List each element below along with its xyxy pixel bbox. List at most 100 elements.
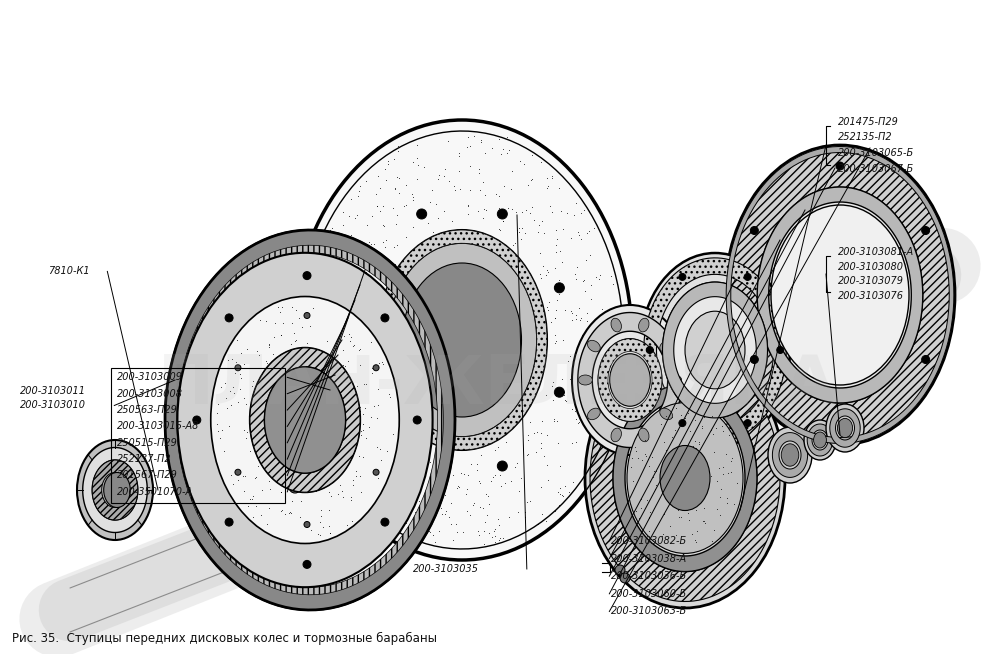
Point	[320, 243, 336, 254]
Point	[573, 313, 588, 324]
Point	[305, 303, 321, 314]
Point	[452, 184, 468, 194]
Circle shape	[745, 273, 751, 281]
Point	[477, 148, 493, 158]
Circle shape	[921, 226, 929, 235]
Point	[540, 475, 556, 486]
Point	[406, 516, 421, 526]
Point	[235, 471, 250, 481]
Point	[343, 238, 359, 249]
Point	[530, 519, 546, 530]
Point	[305, 483, 321, 494]
Point	[510, 224, 526, 235]
Point	[540, 305, 556, 315]
Point	[656, 509, 672, 519]
Circle shape	[304, 313, 310, 318]
Point	[569, 274, 584, 284]
Point	[412, 496, 427, 507]
Point	[301, 301, 317, 311]
Point	[459, 506, 475, 517]
Circle shape	[312, 474, 320, 482]
Point	[549, 225, 565, 235]
Point	[302, 320, 318, 331]
Point	[493, 149, 509, 160]
Point	[225, 382, 241, 392]
Ellipse shape	[211, 296, 400, 543]
Circle shape	[304, 521, 310, 528]
Ellipse shape	[781, 444, 799, 466]
Point	[227, 388, 243, 398]
Point	[313, 378, 329, 388]
Point	[377, 164, 393, 174]
Text: 201475-П29: 201475-П29	[838, 116, 899, 127]
Point	[519, 450, 535, 460]
Point	[306, 280, 322, 290]
Point	[355, 481, 371, 492]
Ellipse shape	[598, 339, 662, 421]
Point	[681, 515, 697, 525]
Point	[324, 477, 340, 487]
Point	[283, 496, 299, 506]
Point	[533, 273, 549, 283]
Point	[533, 443, 549, 453]
Point	[315, 338, 331, 349]
Point	[610, 368, 626, 379]
Point	[704, 536, 720, 546]
Point	[550, 416, 566, 426]
Point	[340, 249, 356, 259]
Circle shape	[750, 356, 758, 364]
Point	[209, 419, 225, 429]
Point	[436, 164, 452, 174]
Text: 250563-П29: 250563-П29	[117, 405, 178, 415]
Point	[514, 207, 530, 217]
Point	[481, 498, 497, 509]
Point	[476, 526, 492, 536]
Point	[371, 400, 387, 410]
Point	[425, 227, 441, 237]
Point	[346, 491, 362, 502]
Point	[318, 476, 334, 487]
Point	[330, 289, 346, 300]
Point	[692, 476, 708, 487]
Point	[478, 489, 494, 500]
Point	[697, 515, 713, 526]
Point	[374, 357, 390, 368]
Point	[677, 412, 693, 422]
Point	[389, 511, 405, 522]
Point	[534, 216, 550, 226]
Point	[654, 530, 670, 541]
Point	[636, 435, 652, 445]
Point	[653, 470, 669, 480]
Point	[410, 160, 425, 171]
Point	[501, 203, 517, 214]
Point	[283, 508, 299, 518]
Point	[270, 498, 286, 508]
Ellipse shape	[103, 472, 130, 508]
Point	[565, 476, 580, 487]
Text: 200-3103036-Б: 200-3103036-Б	[611, 571, 688, 581]
Point	[358, 392, 374, 403]
Point	[376, 455, 392, 466]
Ellipse shape	[627, 403, 743, 553]
Point	[296, 348, 312, 358]
Point	[511, 486, 527, 496]
Point	[447, 184, 463, 195]
Point	[343, 230, 359, 240]
Point	[410, 173, 425, 184]
Circle shape	[620, 573, 630, 583]
Ellipse shape	[579, 375, 592, 385]
Point	[283, 339, 299, 350]
Point	[303, 525, 319, 535]
Point	[466, 130, 482, 141]
Point	[246, 375, 261, 386]
Point	[217, 378, 233, 388]
Point	[216, 446, 232, 456]
Circle shape	[225, 314, 233, 322]
Text: 201567-П29: 201567-П29	[117, 470, 178, 481]
Point	[712, 492, 728, 502]
Point	[407, 450, 422, 460]
Point	[667, 424, 683, 435]
Point	[484, 532, 500, 542]
Point	[551, 500, 567, 510]
Point	[563, 374, 579, 385]
